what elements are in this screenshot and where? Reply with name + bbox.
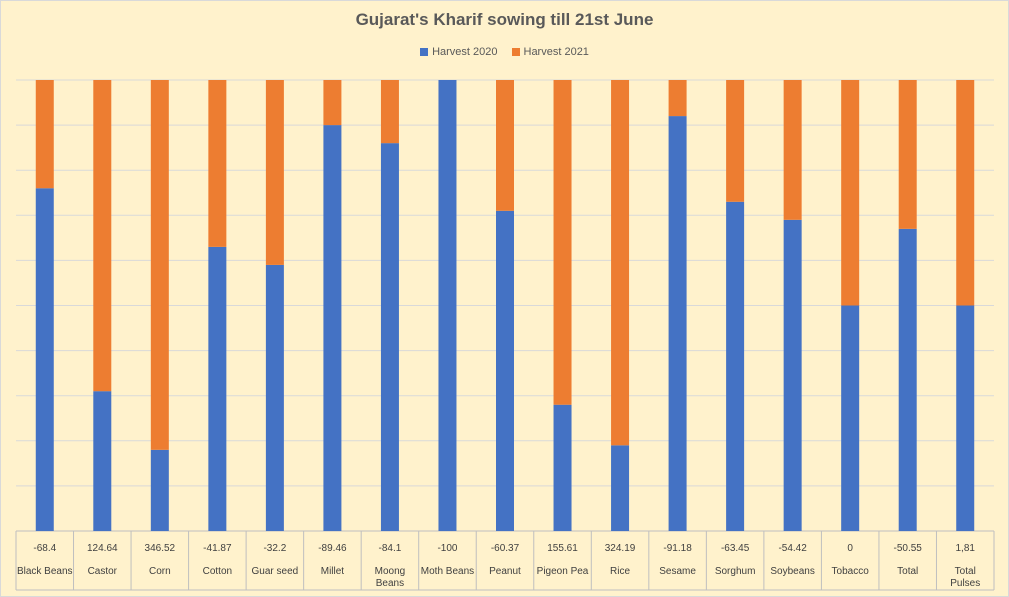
category-label: Tobacco xyxy=(832,566,870,577)
bar-harvest-2020 xyxy=(668,116,687,531)
category-label: Total xyxy=(955,566,976,577)
table-value: 346.52 xyxy=(145,543,176,554)
table-value: -68.4 xyxy=(33,543,56,554)
bar-harvest-2021 xyxy=(323,80,342,126)
bar-harvest-2020 xyxy=(208,246,227,531)
table-value: -63.45 xyxy=(721,543,750,554)
table-value: 0 xyxy=(847,543,853,554)
legend-swatch-series-1 xyxy=(420,48,429,56)
legend-label-series-2: Harvest 2021 xyxy=(523,46,589,58)
bar-harvest-2021 xyxy=(783,80,802,220)
bar-harvest-2020 xyxy=(956,305,975,531)
table-value: -41.87 xyxy=(203,543,232,554)
bar-harvest-2020 xyxy=(553,404,572,531)
category-label: Sorghum xyxy=(715,566,756,577)
category-label: Pigeon Pea xyxy=(537,566,589,577)
category-label: Black Beans xyxy=(17,566,73,577)
category-label: Guar seed xyxy=(252,566,299,577)
bar-harvest-2021 xyxy=(841,80,860,306)
category-label: Beans xyxy=(376,578,404,589)
bar-harvest-2021 xyxy=(611,80,630,446)
table-value: -50.55 xyxy=(894,543,923,554)
bar-harvest-2021 xyxy=(726,80,745,202)
table-value: 1,81 xyxy=(956,543,976,554)
bar-harvest-2020 xyxy=(93,391,112,531)
table-value: -32.2 xyxy=(263,543,286,554)
category-label: Moong xyxy=(375,566,406,577)
category-label: Moth Beans xyxy=(421,566,474,577)
category-label: Cotton xyxy=(203,566,232,577)
category-label: Pulses xyxy=(950,578,980,589)
table-value: -91.18 xyxy=(663,543,692,554)
bar-harvest-2021 xyxy=(956,80,975,306)
bar-harvest-2021 xyxy=(553,80,572,405)
bar-harvest-2021 xyxy=(35,80,54,189)
table-value: -89.46 xyxy=(318,543,347,554)
table-value: -84.1 xyxy=(379,543,402,554)
legend-label-series-1: Harvest 2020 xyxy=(432,46,498,58)
table-value: -54.42 xyxy=(778,543,807,554)
category-label: Sesame xyxy=(659,566,696,577)
bar-harvest-2020 xyxy=(496,210,514,532)
category-label: Castor xyxy=(88,566,118,577)
bar-harvest-2021 xyxy=(898,80,917,229)
bar-harvest-2020 xyxy=(323,125,342,531)
bar-harvest-2020 xyxy=(438,80,457,531)
bar-harvest-2020 xyxy=(380,143,399,531)
category-label: Soybeans xyxy=(770,566,814,577)
category-label: Corn xyxy=(149,566,171,577)
bar-harvest-2021 xyxy=(208,80,227,247)
table-value: -100 xyxy=(437,543,457,554)
bar-harvest-2021 xyxy=(93,80,112,392)
bar-harvest-2020 xyxy=(726,201,745,531)
bar-harvest-2020 xyxy=(611,445,630,531)
table-value: 324.19 xyxy=(605,543,636,554)
bar-harvest-2020 xyxy=(35,188,54,532)
bar-harvest-2021 xyxy=(265,80,284,265)
category-label: Rice xyxy=(610,566,630,577)
bar-harvest-2020 xyxy=(150,449,169,531)
legend-item-series-1: Harvest 2020 xyxy=(420,46,498,58)
bar-harvest-2021 xyxy=(496,80,514,211)
legend-swatch-series-2 xyxy=(511,48,520,56)
table-value: -60.37 xyxy=(491,543,520,554)
category-label: Peanut xyxy=(489,566,521,577)
bar-harvest-2020 xyxy=(783,219,802,531)
bar-harvest-2020 xyxy=(265,264,284,531)
bar-harvest-2020 xyxy=(898,228,917,531)
chart-title: Gujarat's Kharif sowing till 21st June xyxy=(355,10,654,29)
category-label: Millet xyxy=(321,566,345,577)
table-value: 155.61 xyxy=(547,543,578,554)
legend-item-series-2: Harvest 2021 xyxy=(511,46,589,58)
legend: Harvest 2020 Harvest 2021 xyxy=(0,46,1009,58)
bar-harvest-2021 xyxy=(668,80,687,117)
bar-harvest-2021 xyxy=(380,80,399,144)
bar-harvest-2021 xyxy=(150,80,169,450)
table-value: 124.64 xyxy=(87,543,118,554)
category-label: Total xyxy=(897,566,918,577)
bar-harvest-2020 xyxy=(841,305,860,531)
